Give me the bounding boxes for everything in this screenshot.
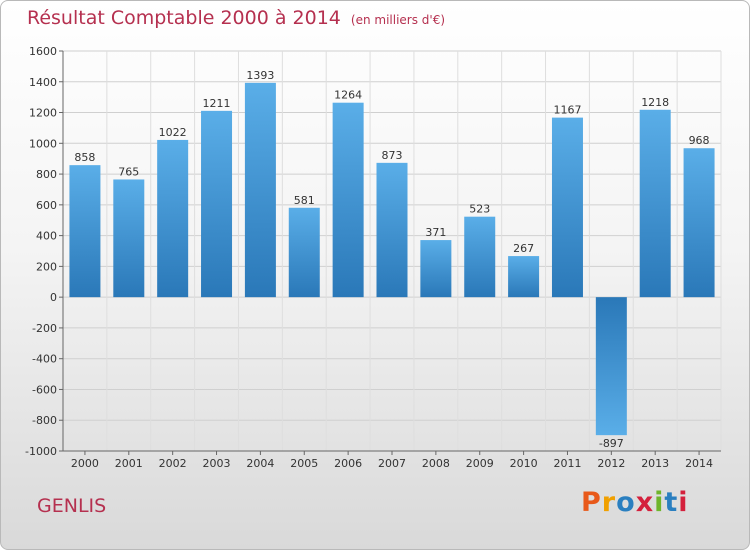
bar: [551, 117, 583, 298]
y-tick-label: 0: [50, 291, 57, 304]
x-tick-label: 2008: [422, 457, 450, 470]
x-tick-label: 2000: [71, 457, 99, 470]
bar: [69, 165, 101, 298]
bar: [639, 109, 671, 298]
bar: [332, 102, 364, 298]
y-tick-label: 1600: [29, 45, 57, 58]
data-label: 1218: [641, 96, 669, 109]
bar: [420, 240, 452, 298]
logo-letter: i: [678, 487, 689, 518]
y-tick-label: 800: [36, 168, 57, 181]
data-label: 523: [469, 203, 490, 216]
logo-letter: r: [601, 487, 617, 518]
data-label: 858: [74, 151, 95, 164]
data-label: 1211: [203, 97, 231, 110]
city-name: GENLIS: [37, 495, 107, 517]
y-tick-label: 400: [36, 230, 57, 243]
x-tick-label: 2012: [597, 457, 625, 470]
logo-letter: o: [616, 487, 636, 518]
chart-title: Résultat Comptable 2000 à 2014 (en millie…: [27, 7, 445, 29]
y-tick-labels: 1600 1400 1200 1000 800 600 400 200 0 -200 -400 -60…: [25, 45, 57, 458]
axes: [59, 50, 721, 455]
bar: [683, 148, 715, 298]
data-label: 765: [118, 165, 139, 178]
data-label: 968: [689, 134, 710, 147]
x-tick-label: 2005: [290, 457, 318, 470]
x-tick-label: 2002: [159, 457, 187, 470]
bar: [376, 162, 408, 298]
bar: [157, 139, 189, 298]
x-tick-label: 2013: [641, 457, 669, 470]
logo-letter: P: [581, 487, 602, 518]
y-tick-label: 1000: [29, 137, 57, 150]
logo-letter: i: [654, 487, 665, 518]
x-tick-label: 2003: [203, 457, 231, 470]
y-tick-label: -800: [32, 414, 57, 427]
data-label: 581: [294, 194, 315, 207]
y-tick-label: 200: [36, 260, 57, 273]
x-tick-label: 2009: [466, 457, 494, 470]
x-tick-label: 2010: [510, 457, 538, 470]
bar: [595, 297, 627, 436]
chart-subtitle: (en milliers d'€): [350, 13, 446, 27]
bar: [464, 216, 496, 298]
data-label: 1167: [553, 104, 581, 117]
data-label: 873: [382, 149, 403, 162]
bar: [113, 179, 145, 298]
bar: [244, 82, 276, 298]
chart-title-text: Résultat Comptable 2000 à 2014: [27, 7, 341, 29]
x-tick-label: 2014: [685, 457, 713, 470]
y-tick-label: -1000: [25, 445, 57, 458]
bar: [201, 110, 233, 298]
bar: [288, 207, 320, 298]
proxiti-logo: Proxiti: [581, 487, 689, 518]
x-tick-label: 2007: [378, 457, 406, 470]
y-tick-label: -400: [32, 353, 57, 366]
logo-letter: x: [635, 487, 655, 518]
data-label: 371: [425, 226, 446, 239]
bars: [69, 82, 715, 436]
y-tick-label: 1400: [29, 76, 57, 89]
data-labels: 858 765 1022 1211 1393 581 1264 873 371 523 267 116…: [74, 69, 709, 450]
data-label: -897: [599, 437, 624, 450]
data-label: 1022: [159, 126, 187, 139]
x-tick-label: 2006: [334, 457, 362, 470]
data-label: 1264: [334, 89, 362, 102]
x-tick-label: 2004: [246, 457, 274, 470]
bar: [508, 256, 540, 298]
data-label: 267: [513, 242, 534, 255]
x-tick-labels: 2000 2001 2002 2003 2004 2005 2006 2007 2008 2009…: [71, 457, 713, 470]
logo-letter: t: [664, 487, 679, 518]
y-tick-label: 600: [36, 199, 57, 212]
x-tick-label: 2011: [553, 457, 581, 470]
data-label: 1393: [246, 69, 274, 82]
y-tick-label: 1200: [29, 107, 57, 120]
x-tick-label: 2001: [115, 457, 143, 470]
y-tick-label: -200: [32, 322, 57, 335]
y-tick-label: -600: [32, 383, 57, 396]
